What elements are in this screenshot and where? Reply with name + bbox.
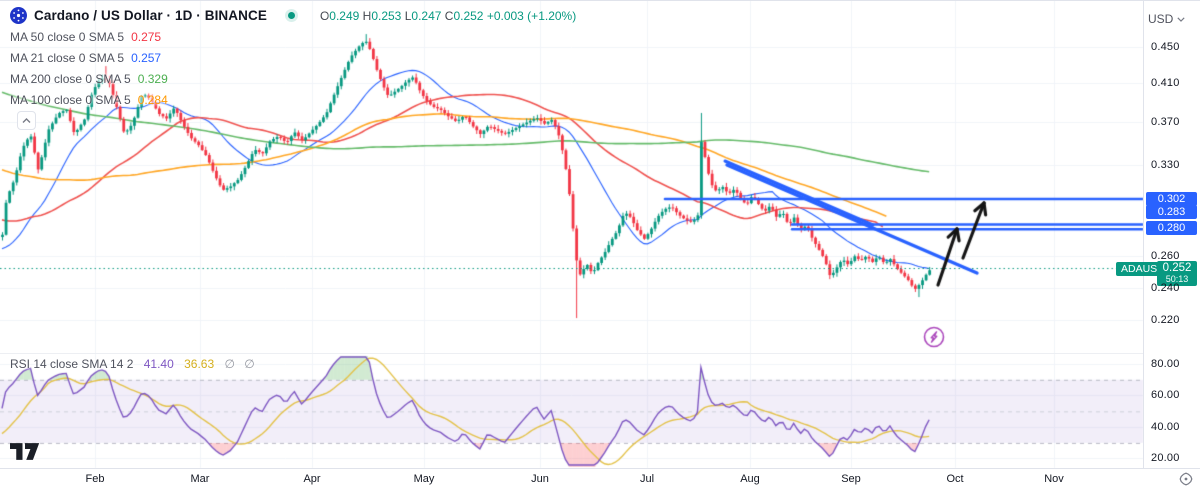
- bar-countdown: 50:13: [1165, 273, 1189, 284]
- rsi-value: 41.40: [143, 357, 174, 371]
- symbol-legend: Cardano / US Dollar · 1D · BINANCE O0.24…: [10, 7, 576, 24]
- price-tick-label: 0.260: [1151, 250, 1180, 262]
- indicator-label: MA 21 close 0 SMA 5: [10, 51, 125, 65]
- rsi-extra-values: ∅ ∅: [224, 357, 258, 371]
- time-axis-month: Jul: [639, 473, 655, 485]
- ohlc-values: O0.249 H0.253 L0.247 C0.252 +0.003 (+1.2…: [319, 8, 577, 23]
- rsi-tick-label: 40.00: [1151, 421, 1180, 433]
- time-axis-month: Aug: [740, 473, 760, 485]
- symbol-title[interactable]: Cardano / US Dollar · 1D · BINANCE: [34, 8, 267, 23]
- indicator-label: MA 200 close 0 SMA 5: [10, 72, 131, 86]
- gear-icon: [1179, 472, 1193, 486]
- indicator-row-maundefined[interactable]: MA 200 close 0 SMA 5 0.329: [10, 72, 168, 86]
- indicator-value: 0.275: [131, 30, 162, 44]
- pane-divider[interactable]: [0, 353, 1143, 354]
- price-tick-label: 0.410: [1151, 77, 1180, 89]
- time-axis-month: Apr: [303, 473, 321, 485]
- indicator-value: 0.284: [137, 93, 168, 107]
- price-level-badge: 0.283: [1146, 205, 1197, 219]
- chevron-up-icon: [22, 117, 31, 123]
- indicator-value: 0.257: [131, 51, 162, 65]
- indicator-value: 0.329: [137, 72, 168, 86]
- price-scale-divider[interactable]: [1143, 1, 1144, 468]
- time-scale-divider[interactable]: [0, 468, 1200, 469]
- chevron-down-icon: [1177, 16, 1185, 22]
- rsi-legend[interactable]: RSI 14 close SMA 14 2 41.40 36.63 ∅ ∅: [10, 357, 258, 371]
- price-tick-label: 0.220: [1151, 314, 1180, 326]
- price-tick-label: 0.450: [1151, 41, 1180, 53]
- time-axis-month: Nov: [1044, 473, 1064, 485]
- rsi-sma-value: 36.63: [184, 357, 215, 371]
- scale-settings-button[interactable]: [1177, 471, 1195, 487]
- cardano-logo-icon: [10, 7, 27, 24]
- symbol-price-label: ADAUSD: [1116, 262, 1170, 276]
- indicator-row-maundefined[interactable]: MA 100 close 0 SMA 5 0.284: [10, 93, 168, 107]
- price-level-badge: 0.280: [1146, 221, 1197, 235]
- price-tick-label: 0.240: [1151, 282, 1180, 294]
- time-axis-month: Oct: [946, 473, 964, 485]
- currency-label: USD: [1148, 12, 1174, 26]
- rsi-tick-label: 20.00: [1151, 452, 1180, 464]
- indicator-label: MA 100 close 0 SMA 5: [10, 93, 131, 107]
- rsi-tick-label: 60.00: [1151, 389, 1180, 401]
- time-axis-month: May: [413, 473, 435, 485]
- indicator-row-maundefined[interactable]: MA 50 close 0 SMA 5 0.275: [10, 30, 161, 44]
- time-axis-month: Mar: [190, 473, 210, 485]
- time-axis-month: Sep: [841, 473, 861, 485]
- currency-selector[interactable]: USD: [1148, 9, 1194, 29]
- tradingview-logo[interactable]: [10, 441, 40, 467]
- time-axis-month: Jun: [531, 473, 549, 485]
- last-price-badge: 0.252 50:13: [1157, 261, 1197, 286]
- rsi-label: RSI 14 close SMA 14 2: [10, 357, 134, 371]
- price-level-badge: 0.302: [1146, 192, 1197, 206]
- time-axis-month: Feb: [85, 473, 105, 485]
- market-status-dot: [287, 12, 295, 19]
- indicator-label: MA 50 close 0 SMA 5: [10, 30, 125, 44]
- price-tick-label: 0.370: [1151, 116, 1180, 128]
- indicator-row-maundefined[interactable]: MA 21 close 0 SMA 5 0.257: [10, 51, 161, 65]
- price-tick-label: 0.330: [1151, 159, 1180, 171]
- change-value: +0.003 (+1.20%): [486, 8, 577, 23]
- rsi-tick-label: 80.00: [1151, 358, 1180, 370]
- legend-collapse-button[interactable]: [17, 111, 36, 130]
